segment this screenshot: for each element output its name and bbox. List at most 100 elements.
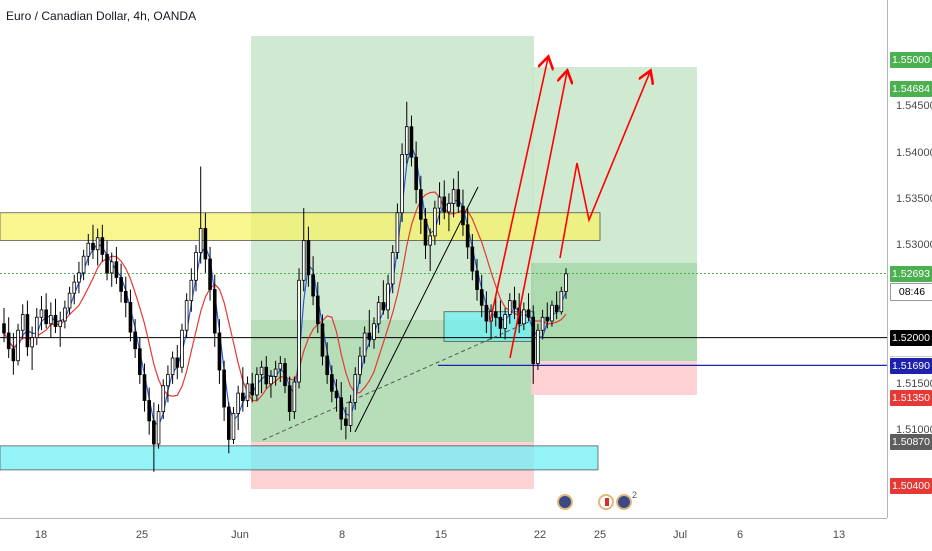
price-label: 1.50400 (890, 477, 932, 494)
candle (465, 224, 470, 248)
candle (49, 315, 53, 325)
trendline (354, 186, 479, 433)
x-tick-label: 15 (434, 529, 448, 541)
candle (297, 279, 301, 383)
candle (287, 385, 292, 413)
candle (339, 397, 344, 420)
candle (91, 242, 95, 251)
canada-flag-icon[interactable] (598, 494, 614, 510)
economic-event-icon[interactable] (557, 494, 573, 510)
candle (119, 277, 123, 292)
x-tick-label: 18 (34, 529, 48, 541)
candle (414, 156, 418, 191)
candle (386, 283, 390, 311)
candle (442, 196, 447, 213)
candle (241, 392, 245, 401)
candle (255, 374, 259, 396)
candle (362, 332, 367, 357)
x-tick-label: 13 (832, 529, 846, 541)
projection-arrow-3 (559, 72, 650, 259)
price-label: 1.52693 (890, 265, 932, 282)
candle (428, 235, 432, 246)
candle (123, 290, 128, 303)
candle (161, 385, 166, 413)
candle (376, 302, 381, 325)
position-loss-area-2 (531, 361, 697, 395)
candle (470, 246, 475, 272)
candle (273, 368, 278, 377)
candle (493, 311, 498, 318)
projection-arrow-2 (509, 72, 567, 359)
candle (433, 207, 437, 237)
candle (170, 357, 175, 376)
candle (166, 374, 170, 387)
x-tick-label: 22 (533, 529, 547, 541)
candle (189, 279, 194, 302)
candlestick-chart[interactable] (0, 0, 887, 518)
candle (381, 302, 386, 311)
candle (531, 316, 536, 364)
candle (283, 363, 287, 387)
price-label: 1.50870 (890, 434, 932, 451)
candle (320, 323, 325, 357)
x-tick-label: Jul (672, 529, 688, 541)
x-tick-label: Jun (231, 529, 249, 541)
y-tick-label: 1.53500 (896, 192, 932, 205)
candle (16, 329, 20, 362)
candle (67, 292, 72, 309)
candle (114, 261, 119, 278)
y-tick-label: 1.54500 (896, 100, 932, 113)
candle (95, 237, 100, 251)
candle (404, 126, 409, 155)
candle (100, 237, 105, 255)
time-scale[interactable]: 18 25 Jun 8 15 22 25 Jul 6 13 (0, 518, 887, 551)
candle (348, 401, 353, 426)
candle (423, 218, 428, 246)
candle (217, 332, 222, 371)
candle (20, 314, 25, 331)
candle (400, 154, 404, 214)
candle (475, 270, 479, 290)
position-entry-area-2 (531, 263, 697, 361)
price-label: 1.52000 (890, 329, 932, 346)
candle (77, 272, 81, 283)
candle (344, 418, 348, 426)
x-tick-label: 25 (135, 529, 149, 541)
candle (437, 196, 442, 209)
candle (315, 295, 320, 325)
candle (390, 252, 395, 285)
candle (259, 366, 264, 376)
candle (250, 383, 255, 396)
candle (6, 332, 11, 350)
candle (212, 289, 217, 334)
candle (44, 309, 48, 325)
candle (58, 320, 63, 327)
candle (105, 253, 109, 274)
candle (498, 316, 503, 329)
candle (147, 400, 151, 422)
candle (53, 315, 58, 327)
candle (372, 323, 376, 340)
price-scale[interactable]: 1.510001.515001.520001.525001.530001.535… (887, 0, 932, 518)
candle (503, 314, 507, 329)
price-label: 1.51690 (890, 358, 932, 375)
candle (11, 348, 16, 362)
price-label: 1.51350 (890, 389, 932, 406)
candle (39, 309, 44, 318)
x-tick-label: 8 (338, 529, 346, 541)
candle (138, 348, 142, 376)
candle (156, 411, 161, 445)
candle (236, 392, 240, 414)
candle (311, 274, 315, 297)
candle (245, 383, 250, 401)
event-count: 2 (632, 490, 638, 500)
dashed-trendline (262, 319, 534, 441)
candle (409, 126, 414, 158)
candle (72, 281, 77, 294)
candle (198, 228, 203, 253)
candle (86, 242, 91, 257)
candle (484, 304, 489, 322)
economic-event-icon-2[interactable]: 2 (616, 490, 637, 510)
candle (292, 381, 297, 413)
y-tick-label: 1.53000 (896, 239, 932, 252)
